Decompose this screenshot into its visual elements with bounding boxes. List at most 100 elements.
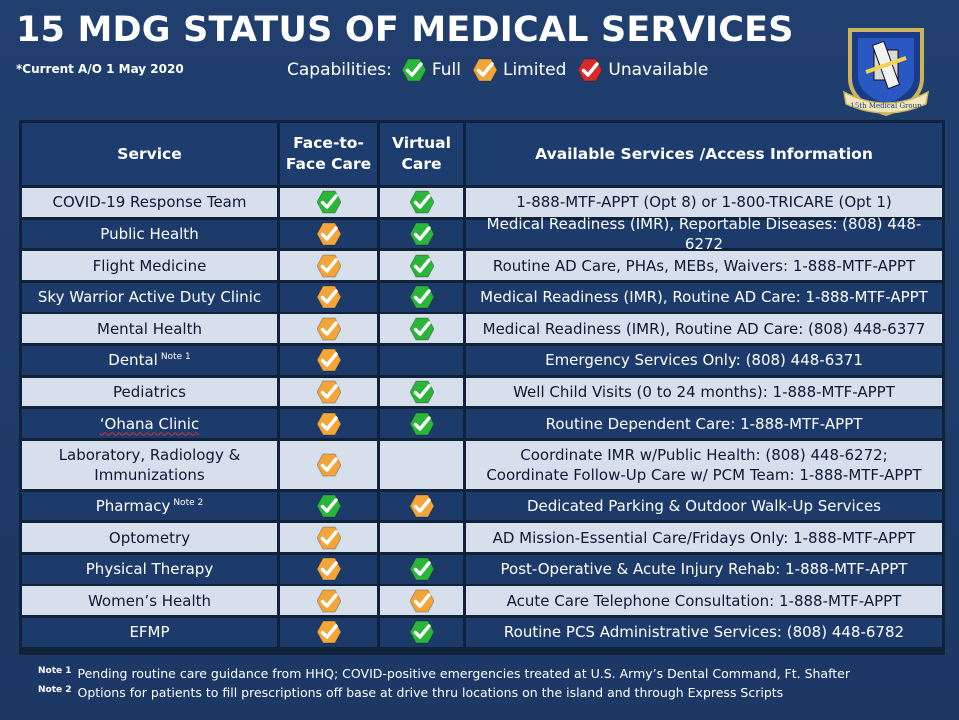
face-to-face-status-cell: [280, 554, 377, 584]
full-check-icon: [409, 412, 434, 436]
access-info-line: Well Child Visits (0 to 24 months): 1-88…: [513, 382, 895, 401]
access-info-cell: 1-888-MTF-APPT (Opt 8) or 1-800-TRICARE …: [466, 188, 942, 217]
full-check-icon: [409, 222, 434, 246]
service-name-cell: Physical Therapy: [22, 554, 277, 584]
page-title: 15 MDG STATUS OF MEDICAL SERVICES: [16, 10, 794, 50]
limited-check-icon: [316, 348, 341, 372]
access-info-line: Dedicated Parking & Outdoor Walk-Up Serv…: [526, 496, 881, 515]
access-info-line: AD Mission-Essential Care/Fridays Only: …: [492, 528, 916, 547]
full-check-icon: [316, 190, 341, 214]
face-to-face-status-cell: [280, 440, 377, 489]
access-info-cell: AD Mission-Essential Care/Fridays Only: …: [466, 523, 942, 552]
service-name: Sky Warrior Active Duty Clinic: [37, 288, 262, 307]
service-name-cell: Women’s Health: [22, 586, 277, 616]
access-info-cell: Coordinate IMR w/Public Health: (808) 44…: [466, 440, 942, 489]
access-info-line: Coordinate IMR w/Public Health: (808) 44…: [520, 445, 888, 464]
service-name: Public Health: [100, 224, 199, 243]
service-name: EFMP: [129, 623, 170, 642]
table-row: Women’s Health Acute Care Telephone Consu…: [19, 586, 945, 616]
footnote-text: Options for patients to fill prescriptio…: [73, 685, 784, 700]
column-header-line: Care: [401, 155, 442, 173]
full-check-icon: [316, 494, 341, 518]
service-name-cell: Pharmacy Note 2: [22, 491, 277, 521]
virtual-status-cell: [380, 251, 463, 280]
limited-check-icon: [316, 620, 341, 644]
legend-item-limited: Limited: [463, 58, 568, 82]
footnotes: Note 1 Pending routine care guidance fro…: [38, 664, 850, 702]
access-info-line: 1-888-MTF-APPT (Opt 8) or 1-800-TRICARE …: [516, 193, 892, 212]
access-info-cell: Dedicated Parking & Outdoor Walk-Up Serv…: [466, 491, 942, 521]
service-name-cell: EFMP: [22, 618, 277, 647]
table-header-row: Service Face-to- Face Care Virtual Care Avail…: [19, 123, 945, 185]
limited-check-icon: [316, 285, 341, 309]
service-name: Dental: [108, 351, 158, 370]
unavailable-check-icon: [578, 58, 603, 82]
virtual-status-cell: [380, 586, 463, 616]
face-to-face-status-cell: [280, 491, 377, 521]
table-row: ‘Ohana Clinic Routine Dependent Care: 1-8…: [19, 409, 945, 438]
face-to-face-status-cell: [280, 618, 377, 647]
table-row: Flight Medicine Routine AD Care, PHAs, ME…: [19, 251, 945, 280]
service-name-cell: Public Health: [22, 219, 277, 249]
access-info-cell: Medical Readiness (IMR), Routine AD Care…: [466, 314, 942, 344]
face-to-face-status-cell: [280, 523, 377, 552]
table-row: COVID-19 Response Team 1-888-MTF-APPT (Op…: [19, 188, 945, 217]
legend-label-unavailable: Unavailable: [608, 60, 709, 80]
access-info-line: Acute Care Telephone Consultation: 1-888…: [506, 591, 902, 610]
access-info-cell: Routine PCS Administrative Services: (80…: [466, 618, 942, 647]
limited-check-icon: [316, 412, 341, 436]
service-name-cell: COVID-19 Response Team: [22, 188, 277, 217]
access-info-cell: Routine AD Care, PHAs, MEBs, Waivers: 1-…: [466, 251, 942, 280]
limited-check-icon: [316, 380, 341, 404]
table-row: Pharmacy Note 2 Dedicated Parking & Outdoo…: [19, 491, 945, 521]
legend-item-full: Full: [392, 58, 463, 82]
table-row: Mental Health Medical Readiness (IMR), Ro…: [19, 314, 945, 344]
virtual-status-cell: [380, 440, 463, 489]
services-table: Service Face-to- Face Care Virtual Care Avail…: [19, 120, 945, 655]
service-name-cell: Sky Warrior Active Duty Clinic: [22, 282, 277, 312]
footnote-label: Note 2: [38, 684, 72, 695]
limited-check-icon: [409, 494, 434, 518]
column-header: Face-to- Face Care: [280, 123, 377, 185]
service-note-ref: Note 2: [173, 497, 204, 508]
limited-check-icon: [316, 589, 341, 613]
limited-check-icon: [316, 222, 341, 246]
service-name-line: Laboratory, Radiology &: [58, 445, 241, 464]
service-name: COVID-19 Response Team: [52, 193, 247, 212]
capabilities-legend: Capabilities: Full Limited Unavailable: [287, 58, 710, 82]
face-to-face-status-cell: [280, 346, 377, 375]
virtual-status-cell: [380, 523, 463, 552]
limited-check-icon: [316, 453, 341, 477]
face-to-face-status-cell: [280, 377, 377, 407]
access-info-cell: Medical Readiness (IMR), Reportable Dise…: [466, 215, 942, 253]
access-info-line: Routine Dependent Care: 1-888-MTF-APPT: [545, 414, 863, 433]
legend-label: Capabilities:: [287, 60, 392, 80]
service-name: Optometry: [108, 528, 191, 547]
service-name: Flight Medicine: [92, 256, 207, 275]
access-info-cell: Medical Readiness (IMR), Routine AD Care…: [466, 282, 942, 312]
full-check-icon: [409, 285, 434, 309]
limited-check-icon: [316, 317, 341, 341]
face-to-face-status-cell: [280, 251, 377, 280]
full-check-icon: [409, 380, 434, 404]
legend-item-unavailable: Unavailable: [568, 58, 710, 82]
face-to-face-status-cell: [280, 188, 377, 217]
access-info-cell: Acute Care Telephone Consultation: 1-888…: [466, 586, 942, 616]
access-info-cell: Well Child Visits (0 to 24 months): 1-88…: [466, 377, 942, 407]
virtual-status-cell: [380, 314, 463, 344]
access-info-line: Medical Readiness (IMR), Reportable Dise…: [486, 215, 922, 253]
access-info-line: Medical Readiness (IMR), Routine AD Care…: [482, 319, 926, 338]
virtual-status-cell: [380, 618, 463, 647]
access-info-line: Routine AD Care, PHAs, MEBs, Waivers: 1-…: [492, 256, 916, 275]
face-to-face-status-cell: [280, 219, 377, 249]
service-name: Women’s Health: [87, 591, 212, 610]
table-row: Optometry AD Mission-Essential Care/Frida…: [19, 523, 945, 552]
full-check-icon: [409, 317, 434, 341]
full-check-icon: [409, 557, 434, 581]
service-name: Pediatrics: [113, 382, 186, 401]
current-as-of: *Current A/O 1 May 2020: [16, 62, 184, 76]
service-name: Physical Therapy: [85, 560, 214, 579]
full-check-icon: [401, 58, 426, 82]
table-row: Laboratory, Radiology & Immunizations Coor…: [19, 440, 945, 489]
